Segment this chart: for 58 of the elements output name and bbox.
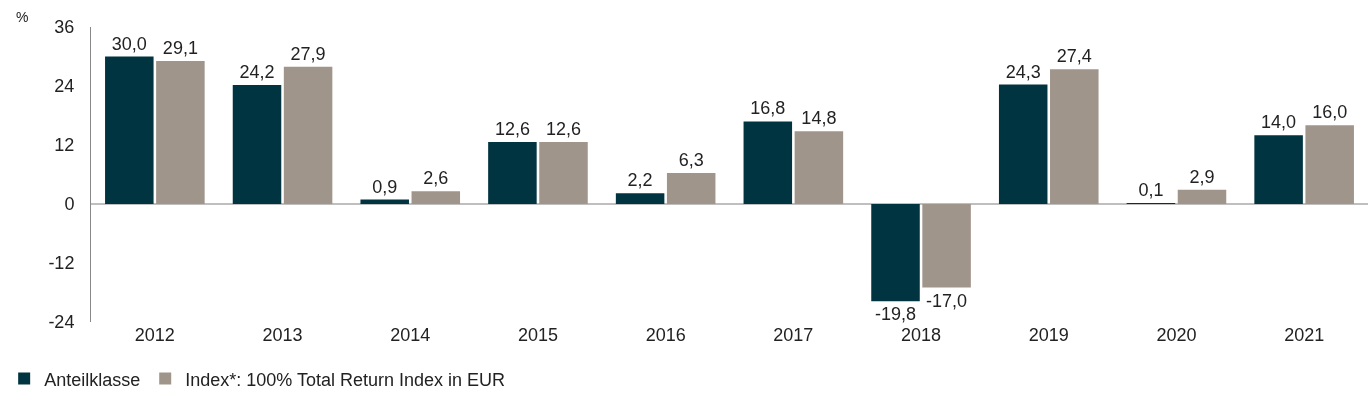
data-label: 27,4: [1056, 46, 1092, 67]
bar: [232, 85, 282, 204]
x-tick-label: 2020: [1156, 325, 1197, 345]
bar: [1254, 135, 1303, 204]
data-label: 14,0: [1261, 112, 1297, 133]
data-label: 30,0: [111, 33, 147, 54]
data-label: 0,1: [1138, 180, 1164, 200]
data-label: 27,9: [290, 43, 326, 64]
bar: [666, 173, 716, 204]
data-label: 16,0: [1312, 102, 1348, 123]
x-tick-label: 2018: [901, 325, 942, 345]
bar: [922, 204, 971, 288]
data-label: 14,8: [801, 108, 837, 129]
data-label: -19,8: [874, 304, 917, 325]
data-label: 29,1: [162, 37, 198, 58]
x-tick-label: 2015: [517, 325, 558, 345]
data-label: 12,6: [494, 119, 530, 140]
data-label: 6,3: [678, 150, 704, 171]
x-tick-label: 2021: [1284, 325, 1325, 345]
x-tick-label: 2017: [773, 325, 814, 345]
bar: [998, 84, 1048, 204]
legend-label: Anteilklasse: [44, 369, 141, 390]
x-tick-label: 2019: [1028, 325, 1069, 345]
y-tick-label: 12: [54, 135, 75, 156]
data-label: 0,9: [372, 176, 398, 197]
data-label: 2,2: [627, 170, 653, 191]
data-label: 2,9: [1189, 166, 1215, 187]
bar: [794, 131, 844, 204]
bar: [743, 121, 793, 204]
data-label: 12,6: [545, 119, 582, 140]
x-tick-label: 2013: [262, 325, 303, 345]
x-tick-label: 2012: [134, 325, 175, 345]
bar: [488, 142, 537, 204]
x-tick-label: 2014: [390, 325, 431, 345]
bar: [1305, 125, 1354, 204]
bar: [871, 204, 920, 302]
data-label: -17,0: [926, 290, 968, 311]
legend-label: Index*: 100% Total Return Index in EUR: [185, 369, 506, 390]
data-label: 2,6: [423, 168, 449, 189]
bar: [360, 199, 409, 204]
bar: [1050, 69, 1099, 204]
x-tick-label: 2016: [645, 325, 686, 345]
y-tick-label: 36: [54, 17, 75, 38]
y-tick-label: 0: [64, 194, 75, 215]
y-tick-label: -24: [48, 312, 75, 333]
bar: [105, 56, 154, 204]
y-axis-title: %: [16, 9, 29, 25]
data-label: 24,3: [1005, 61, 1041, 82]
bar: [156, 60, 205, 204]
bar: [283, 66, 333, 204]
bar: [1177, 189, 1227, 204]
y-tick-label: -12: [48, 253, 75, 274]
bar: [539, 142, 588, 204]
bar: [615, 193, 665, 204]
data-label: 16,8: [750, 98, 786, 119]
data-label: 24,2: [239, 62, 275, 83]
bar: [411, 191, 461, 204]
y-tick-label: 24: [54, 76, 75, 97]
